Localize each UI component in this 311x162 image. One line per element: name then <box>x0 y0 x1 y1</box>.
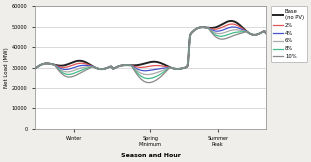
Legend: Base
(no PV), 2%, 4%, 6%, 8%, 10%: Base (no PV), 2%, 4%, 6%, 8%, 10% <box>271 6 307 62</box>
Y-axis label: Net Load (MW): Net Load (MW) <box>4 47 9 88</box>
X-axis label: Season and Hour: Season and Hour <box>121 153 180 158</box>
